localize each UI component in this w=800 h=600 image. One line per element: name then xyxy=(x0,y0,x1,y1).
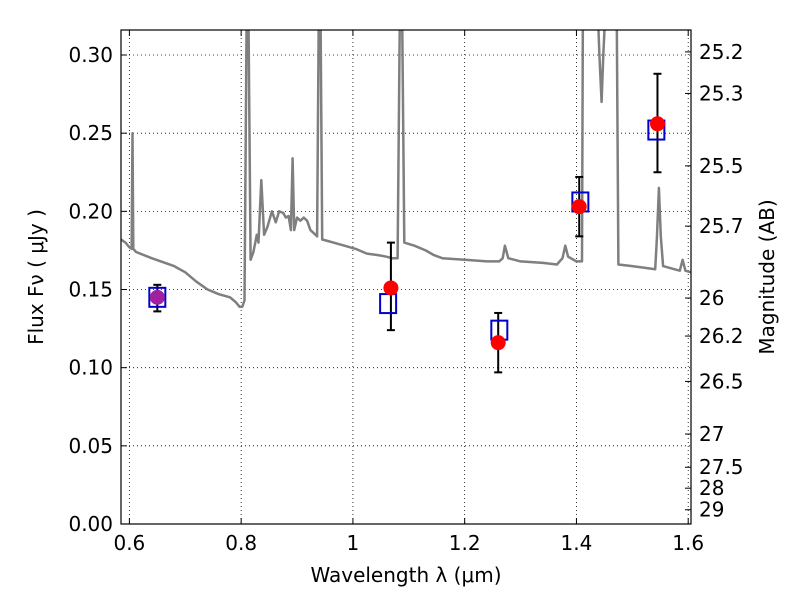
magnitude-tick-label: 27.5 xyxy=(699,455,744,479)
magnitude-tick-label: 25.2 xyxy=(699,40,744,64)
observed-point xyxy=(649,116,665,132)
x-tick-label: 1.6 xyxy=(672,531,704,555)
x-tick-label: 0.6 xyxy=(113,531,145,555)
observed-point xyxy=(490,335,506,351)
observed-point xyxy=(571,199,587,215)
y-tick-label: 0.00 xyxy=(68,512,113,536)
magnitude-tick-label: 28 xyxy=(699,476,724,500)
x-axis-title: Wavelength λ (μm) xyxy=(310,563,501,587)
y-axis-title: Flux Fν ( μJy ) xyxy=(24,209,48,345)
observed-point xyxy=(149,289,165,305)
magnitude-tick-label: 25.3 xyxy=(699,81,744,105)
y-tick-label: 0.30 xyxy=(68,43,113,67)
magnitude-tick-label: 26 xyxy=(699,286,724,310)
spectrum-line xyxy=(121,30,691,308)
model-band-marker xyxy=(379,293,398,315)
y-tick-label: 0.25 xyxy=(68,121,113,145)
y-tick-label: 0.20 xyxy=(68,199,113,223)
model-band-marker xyxy=(148,286,167,308)
model-bands xyxy=(148,119,666,341)
x-tick-label: 0.8 xyxy=(225,531,257,555)
magnitude-axis-title: Magnitude (AB) xyxy=(755,199,779,354)
error-bars xyxy=(153,72,662,374)
magnitude-tick-label: 26.2 xyxy=(699,324,744,348)
y-tick-label: 0.15 xyxy=(68,278,113,302)
observed-points xyxy=(149,116,665,351)
x-tick-labels: 0.6 0.8 1 1.2 1.4 1.6 xyxy=(113,531,704,555)
x-tick-label: 1.4 xyxy=(561,531,593,555)
magnitude-tick-label: 29 xyxy=(699,498,724,522)
axis-ticks xyxy=(121,30,691,525)
y-tick-label: 0.10 xyxy=(68,356,113,380)
y-tick-labels: 0.00 0.05 0.10 0.15 0.20 0.25 0.30 xyxy=(68,43,113,536)
observed-point xyxy=(383,280,399,296)
magnitude-tick-label: 26.5 xyxy=(699,369,744,393)
magnitude-tick-label: 25.7 xyxy=(699,214,744,238)
grid xyxy=(121,30,691,525)
magnitude-tick-label: 25.5 xyxy=(699,154,744,178)
x-tick-label: 1 xyxy=(347,531,360,555)
y-tick-label: 0.05 xyxy=(68,434,113,458)
x-tick-label: 1.2 xyxy=(449,531,481,555)
plot-frame xyxy=(120,29,692,525)
magnitude-tick-label: 27 xyxy=(699,422,724,446)
